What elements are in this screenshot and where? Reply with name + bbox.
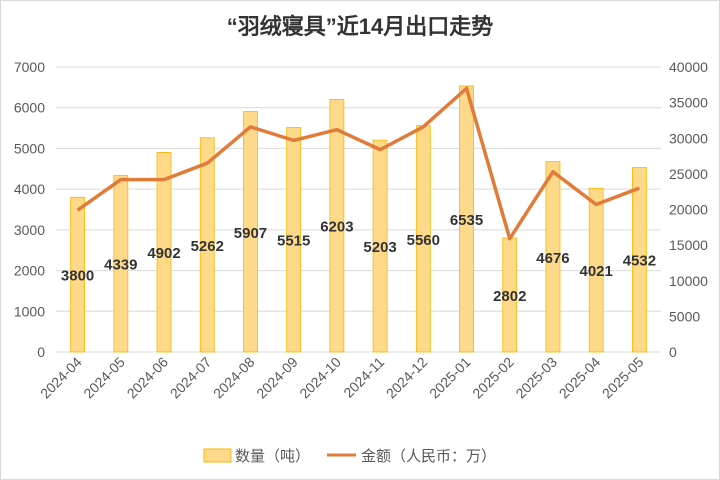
line-series	[76, 86, 641, 241]
right-tick-label: 5000	[669, 308, 700, 324]
data-label: 4021	[579, 263, 612, 280]
right-axis: 0 5000 10000 15000 20000 25000 30000 35000 40000	[669, 59, 708, 360]
data-label: 5907	[234, 225, 267, 242]
bars	[70, 85, 647, 353]
left-tick-label: 4000	[14, 181, 45, 197]
x-tick-label: 2024-10	[296, 354, 344, 402]
legend-bar-swatch	[203, 448, 232, 463]
left-tick-label: 1000	[14, 303, 45, 319]
right-tick-label: 15000	[669, 237, 708, 253]
x-tick-label: 2024-11	[340, 354, 387, 401]
bar	[70, 196, 86, 353]
data-label: 3800	[61, 268, 94, 285]
bar	[243, 111, 258, 353]
left-tick-label: 2000	[14, 263, 45, 279]
right-tick-label: 0	[669, 344, 677, 360]
data-label: 5515	[277, 233, 310, 250]
bar	[199, 137, 215, 353]
x-axis: 2024-042024-052024-062024-072024-082024-…	[37, 354, 647, 402]
data-labels: 3800 4339 4902 5262 5907 5515 6203 5203 5560 6535…	[61, 212, 656, 305]
bar	[545, 161, 561, 353]
bar	[459, 85, 474, 353]
x-tick-label: 2025-05	[599, 354, 647, 402]
bar	[286, 127, 302, 353]
legend-line-label: 金额（人民币：万）	[361, 448, 496, 465]
data-label: 4676	[536, 250, 569, 267]
left-axis: 0 1000 2000 3000 4000 5000 6000 7000	[14, 59, 45, 360]
left-tick-label: 0	[37, 344, 45, 360]
bar	[329, 99, 345, 353]
x-tick-label: 2024-07	[167, 354, 215, 402]
data-label: 2802	[493, 288, 526, 305]
left-tick-label: 7000	[14, 59, 45, 75]
x-tick-label: 2025-01	[426, 354, 474, 402]
x-tick-label: 2024-12	[383, 354, 431, 402]
bar	[631, 167, 647, 353]
right-tick-label: 30000	[669, 130, 708, 146]
x-tick-label: 2024-04	[37, 354, 85, 402]
right-tick-label: 20000	[669, 202, 708, 218]
data-label: 6203	[320, 219, 353, 236]
right-tick-label: 10000	[669, 273, 708, 289]
left-tick-label: 3000	[14, 222, 45, 238]
bar	[372, 139, 388, 353]
x-tick-label: 2024-09	[253, 354, 301, 402]
data-label: 6535	[450, 212, 483, 229]
legend: 数量（吨） 金额（人民币：万）	[203, 448, 496, 465]
x-tick-label: 2024-06	[124, 354, 172, 402]
left-tick-label: 6000	[14, 100, 45, 116]
data-label: 5203	[363, 239, 396, 256]
data-label: 5262	[191, 238, 224, 255]
gridlines	[56, 66, 661, 353]
data-label: 4339	[104, 257, 137, 274]
bar	[113, 174, 129, 353]
x-tick-label: 2025-02	[469, 354, 517, 402]
x-tick-label: 2024-05	[80, 354, 128, 402]
line-path	[76, 86, 641, 241]
bar	[156, 152, 172, 353]
right-tick-label: 25000	[669, 166, 708, 182]
data-label: 4532	[623, 253, 656, 270]
chart-title: “羽绒寝具”近14月出口走势	[227, 14, 493, 39]
data-label: 4902	[147, 245, 180, 262]
data-label: 5560	[407, 232, 440, 249]
x-tick-label: 2025-04	[556, 354, 604, 402]
bar	[588, 187, 604, 353]
legend-bar-label: 数量（吨）	[235, 448, 310, 465]
right-tick-label: 35000	[669, 95, 708, 111]
x-tick-label: 2025-03	[512, 354, 560, 402]
right-tick-label: 40000	[669, 59, 708, 75]
x-tick-label: 2024-08	[210, 354, 258, 402]
left-tick-label: 5000	[14, 140, 45, 156]
